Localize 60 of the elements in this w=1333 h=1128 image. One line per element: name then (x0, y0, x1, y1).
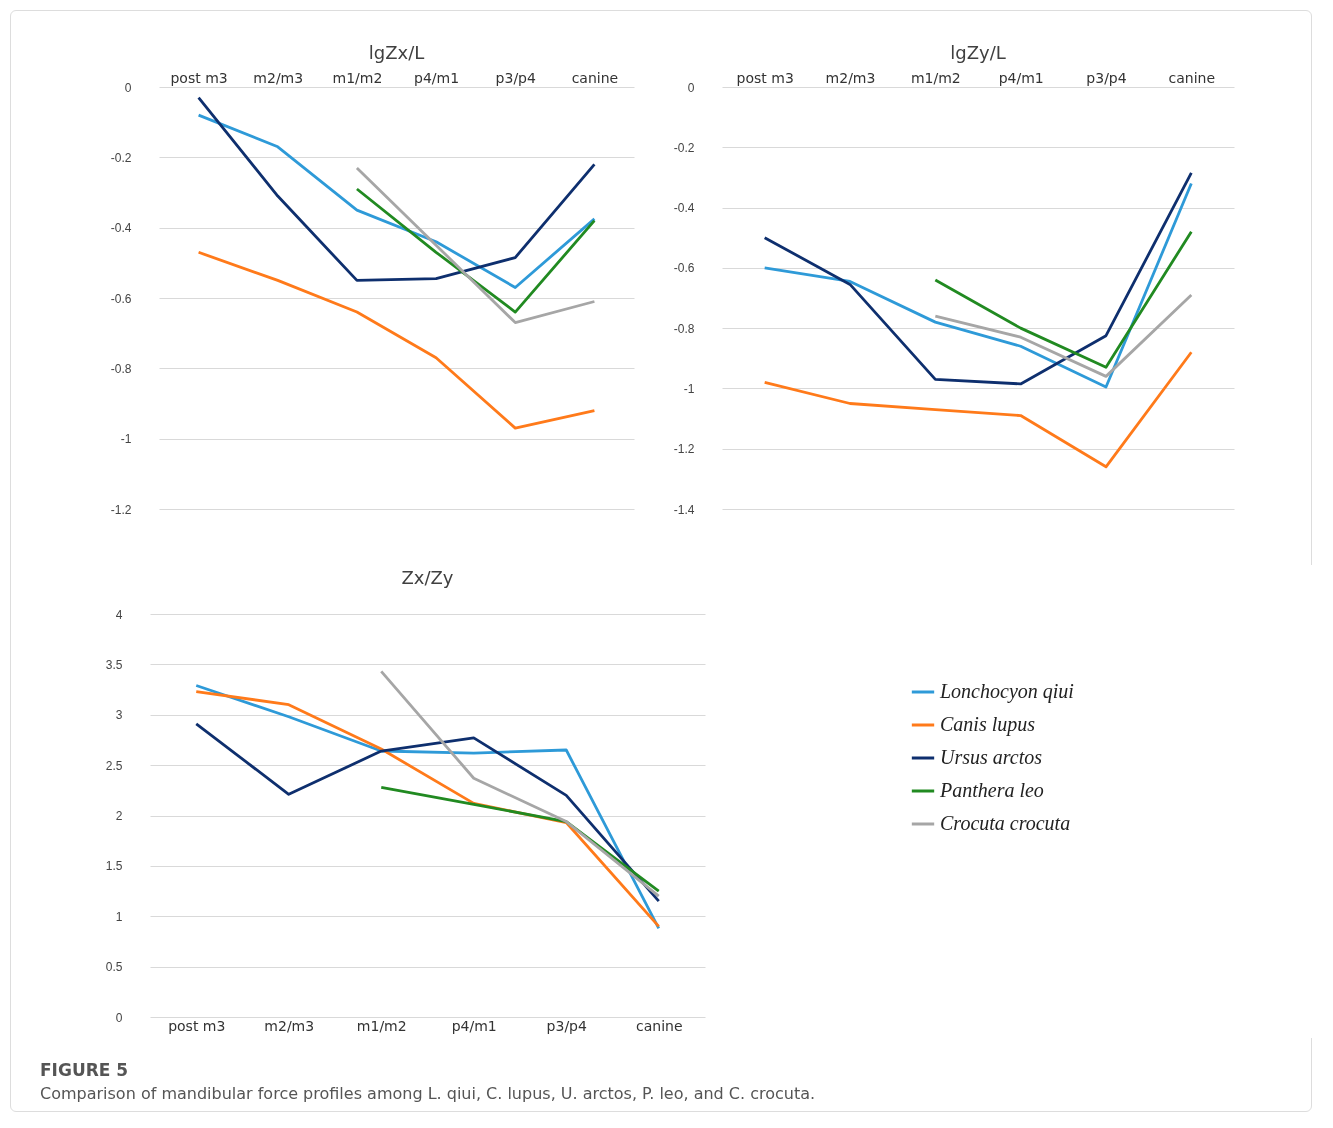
caption: FIGURE 5 (40, 1060, 130, 1080)
y-tick-label: 0.5 (105, 960, 123, 975)
y-tick-label: 0 (124, 80, 132, 95)
x-tick-label: p3/p4 (1086, 69, 1127, 86)
legend-label: Canis lupus (940, 713, 1036, 736)
x-tick-label: m1/m2 (332, 69, 383, 86)
x-tick-label: canine (1168, 69, 1216, 86)
x-tick-label: post m3 (168, 1017, 226, 1034)
y-tick-label: -1.2 (673, 442, 695, 457)
line-series (194, 722, 661, 903)
y-tick-label: 1.5 (105, 859, 123, 874)
x-tick-label: m2/m3 (253, 69, 304, 86)
chart-title: Zx/Zy (401, 567, 454, 588)
x-tick-label: m2/m3 (264, 1017, 315, 1034)
line-series (933, 230, 1193, 369)
y-tick-label: -0.4 (673, 201, 695, 216)
x-tick-label: p3/p4 (546, 1017, 587, 1034)
x-tick-label: post m3 (736, 69, 794, 86)
x-tick-label: m1/m2 (356, 1017, 407, 1034)
y-tick-label: -1 (683, 381, 695, 396)
legend-label: Lonchocyon qiui (939, 680, 1074, 703)
y-tick-label: -0.4 (110, 221, 132, 236)
y-tick-label: 2 (115, 809, 123, 823)
y-tick-label: 3 (115, 708, 123, 723)
line-series (379, 670, 661, 898)
x-tick-label: p4/m1 (451, 1017, 497, 1034)
x-tick-label: p3/p4 (495, 69, 536, 86)
legend-label: Ursus arctos (940, 746, 1043, 768)
x-tick-label: m2/m3 (825, 69, 876, 86)
y-tick-label: 4 (115, 607, 123, 622)
y-tick-label: -0.6 (110, 291, 132, 306)
y-tick-label: -0.6 (673, 261, 695, 276)
x-tick-label: post m3 (170, 69, 228, 86)
y-tick-label: -0.2 (673, 140, 695, 155)
y-tick-label: 1 (115, 909, 123, 924)
chart-title: lgZy/L (950, 42, 1006, 63)
y-tick-label: -1.2 (110, 502, 132, 517)
line-series (763, 350, 1193, 469)
x-tick-label: p4/m1 (414, 69, 460, 86)
line-series (197, 250, 596, 430)
y-tick-label: -1 (120, 432, 132, 447)
y-tick-label: -0.8 (673, 321, 695, 336)
y-tick-label: -1.4 (673, 502, 695, 517)
y-tick-label: 0 (115, 1010, 123, 1025)
x-tick-label: canine (635, 1017, 683, 1034)
legend-label: Crocuta crocuta (940, 812, 1071, 834)
legend-label: Panthera leo (939, 779, 1044, 801)
text: Comparison of mandibular force profiles among L. qiui, C. lupus, U. arctos, P. leo, and C. crocuta. (40, 1084, 816, 1103)
x-tick-label: m1/m2 (910, 69, 961, 86)
line-series (355, 166, 596, 325)
chart-title: lgZx/L (368, 42, 425, 63)
y-tick-label: -0.2 (110, 150, 132, 165)
y-tick-label: -0.8 (110, 361, 132, 376)
x-tick-label: p4/m1 (998, 69, 1044, 86)
y-tick-label: 0 (687, 80, 695, 95)
line-series (355, 187, 596, 314)
y-tick-label: 3.5 (105, 657, 123, 672)
line-series (933, 293, 1193, 378)
x-tick-label: canine (571, 69, 619, 86)
y-tick-label: 2.5 (105, 758, 123, 773)
